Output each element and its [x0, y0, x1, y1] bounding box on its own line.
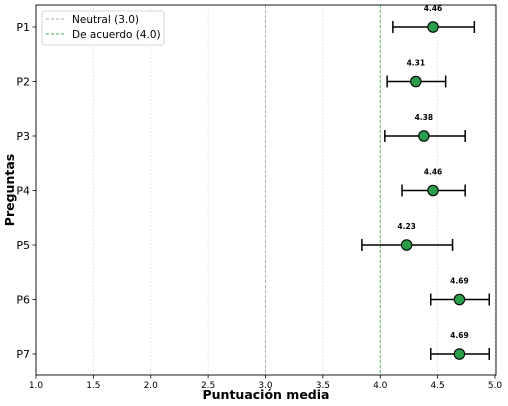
error-bars — [361, 21, 491, 360]
data-labels: 4.46 4.31 4.38 4.46 4.23 4.69 4.69 — [397, 4, 468, 340]
y-tick-label: P5 — [16, 239, 30, 252]
data-point — [453, 293, 466, 306]
y-tick-label: P7 — [16, 348, 30, 361]
data-label: 4.69 — [450, 331, 469, 340]
data-points — [400, 21, 466, 360]
data-point — [453, 348, 466, 360]
legend-label: Neutral (3.0) — [72, 14, 139, 26]
x-tick-label: 3.0 — [258, 381, 273, 391]
legend-box — [41, 10, 165, 46]
legend: Neutral (3.0) De acuerdo (4.0) — [41, 10, 165, 46]
data-point — [400, 239, 413, 251]
x-tick-label: 1.0 — [29, 381, 44, 391]
y-axis-title: Preguntas — [2, 154, 17, 226]
data-label: 4.38 — [415, 113, 434, 122]
x-tick-label: 4.0 — [373, 381, 388, 391]
y-tick-label: P3 — [16, 130, 30, 143]
x-tick-label: 1.5 — [86, 381, 100, 391]
reference-lines — [265, 5, 381, 375]
data-label: 4.31 — [407, 59, 426, 68]
y-tick-label: P2 — [16, 76, 30, 89]
x-ticks: 1.0 1.5 2.0 2.5 3.0 3.5 4.0 4.5 5.0 — [29, 375, 503, 391]
data-label: 4.46 — [424, 168, 443, 177]
data-point — [410, 75, 422, 88]
x-tick-label: 5.0 — [488, 381, 503, 391]
plot-frame — [35, 4, 497, 376]
y-ticks: P1 P2 P3 P4 P5 P6 P7 — [16, 21, 36, 361]
data-label: 4.23 — [397, 222, 416, 231]
data-label: 4.69 — [450, 277, 469, 286]
data-point — [427, 21, 439, 33]
x-tick-label: 3.5 — [316, 381, 330, 391]
legend-label: De acuerdo (4.0) — [72, 29, 161, 41]
data-point — [427, 184, 439, 197]
x-tick-label: 2.5 — [201, 381, 215, 391]
y-tick-label: P1 — [16, 21, 30, 34]
x-tick-label: 4.5 — [430, 381, 444, 391]
x-axis-title: Puntuación media — [203, 387, 330, 402]
y-tick-label: P4 — [16, 185, 30, 198]
y-tick-label: P6 — [16, 294, 30, 307]
data-point — [418, 130, 430, 142]
x-tick-label: 2.0 — [144, 381, 159, 391]
data-label: 4.46 — [424, 4, 443, 13]
